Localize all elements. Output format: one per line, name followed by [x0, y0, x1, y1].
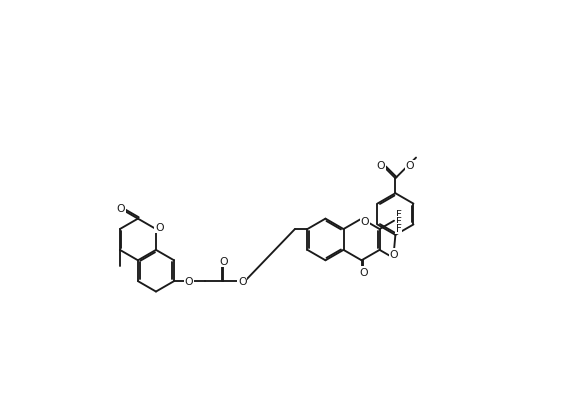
Text: O: O	[359, 267, 368, 277]
Text: O: O	[117, 204, 125, 214]
Text: O: O	[238, 277, 247, 286]
Text: O: O	[185, 277, 193, 286]
Text: O: O	[361, 217, 369, 226]
Text: O: O	[406, 161, 414, 171]
Text: O: O	[390, 249, 398, 259]
Text: O: O	[376, 161, 385, 171]
Text: O: O	[155, 222, 164, 232]
Text: F: F	[396, 224, 402, 234]
Text: F: F	[396, 217, 402, 226]
Text: F: F	[396, 209, 402, 220]
Text: O: O	[219, 256, 227, 266]
